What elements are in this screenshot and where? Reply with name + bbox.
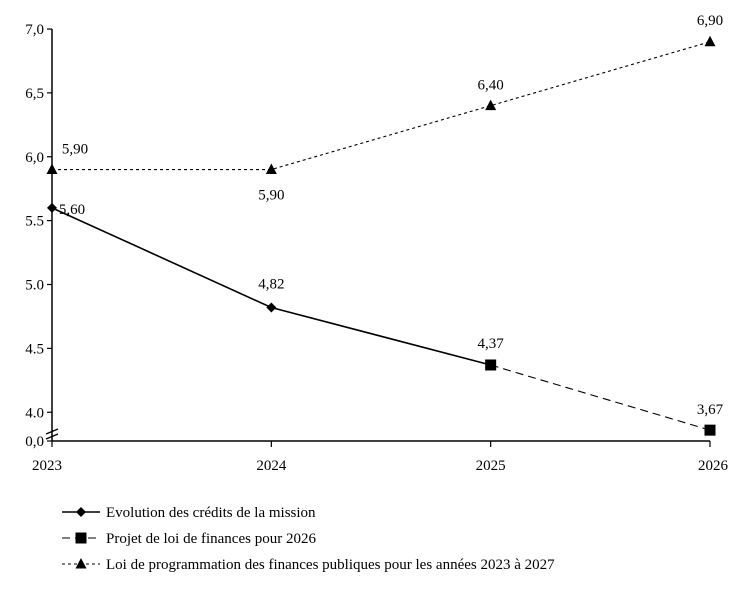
y-tick-label: 4.5 [25, 341, 44, 357]
legend-label: Projet de loi de finances pour 2026 [106, 531, 316, 547]
data-label: 5,60 [59, 202, 85, 218]
diamond-marker [76, 507, 86, 517]
y-tick-label: 6,0 [25, 150, 44, 166]
series-line-triangle [52, 41, 711, 171]
series-markers [46, 35, 716, 436]
data-label: 6,40 [478, 78, 504, 94]
y-tick-label: 0,0 [25, 434, 44, 450]
legend-label: Evolution des crédits de la mission [106, 505, 316, 521]
data-label: 4,37 [478, 336, 505, 352]
data-label: 6,90 [697, 13, 723, 29]
series-line-square [490, 364, 711, 431]
x-tick-label: 2024 [256, 458, 287, 474]
data-label: 5,90 [258, 188, 284, 204]
data-label: 5,90 [62, 142, 88, 158]
square-marker [485, 359, 497, 371]
square-marker [704, 424, 716, 436]
diamond-marker [47, 202, 57, 213]
tick-labels: 0,0 4.0 4.5 5.0 5.5 6,0 6,5 7,0 2023 2024 2025 2026 [25, 22, 728, 474]
x-tick-label: 2026 [698, 458, 729, 474]
x-tick-label: 2023 [32, 458, 62, 474]
legend-label: Loi de programmation des finances publiq… [106, 557, 555, 573]
triangle-marker [75, 558, 87, 569]
axis-break-mark [45, 433, 59, 440]
triangle-marker [485, 99, 497, 111]
y-tick-label: 4.0 [25, 405, 44, 421]
y-tick-label: 7,0 [25, 22, 44, 38]
data-label: 3,67 [697, 402, 724, 418]
y-tick-label: 5.5 [25, 214, 44, 230]
chart-axes [45, 28, 711, 447]
data-labels: 5,60 4,82 4,37 3,67 5,90 5,90 6,40 6,90 [59, 13, 724, 418]
y-tick-label: 5.0 [25, 278, 44, 294]
triangle-marker [46, 163, 58, 175]
x-tick-label: 2025 [476, 458, 506, 474]
square-marker [75, 532, 87, 544]
triangle-marker [265, 163, 277, 175]
y-tick-label: 6,5 [25, 86, 44, 102]
triangle-marker [704, 35, 716, 47]
axis-break-mark [45, 428, 59, 435]
series-lines [51, 41, 711, 431]
diamond-marker [266, 302, 277, 313]
data-label: 4,82 [258, 276, 284, 292]
legend: Evolution des crédits de la mission Proje… [62, 505, 555, 573]
